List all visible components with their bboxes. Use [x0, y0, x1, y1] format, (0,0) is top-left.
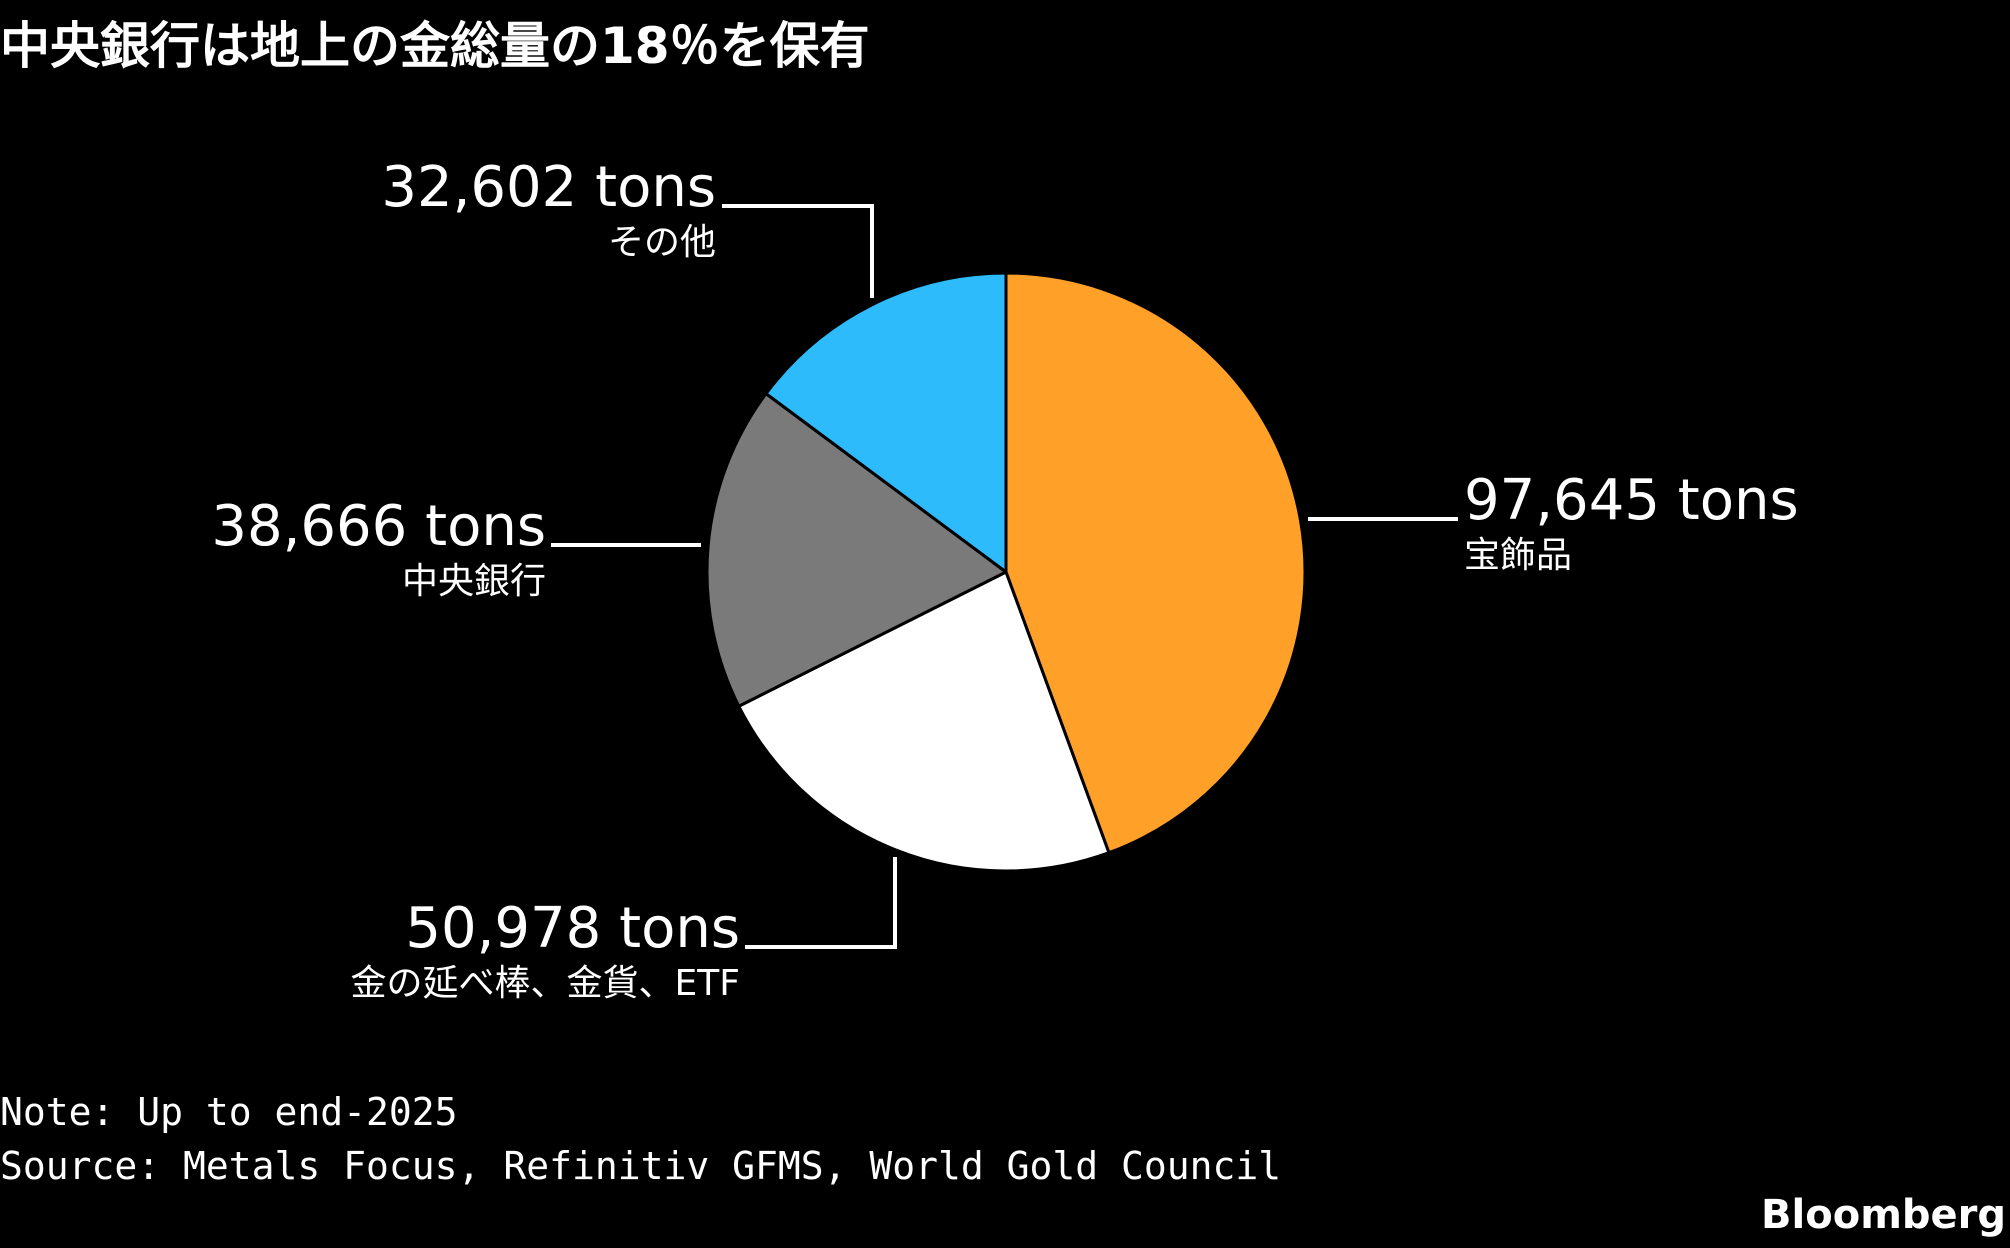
pie-slice-central-banks — [705, 392, 1008, 708]
leader-line-other — [722, 204, 874, 298]
chart-title: 中央銀行は地上の金総量の18％を保有 — [0, 17, 870, 75]
category-label-jewelry: 宝飾品 — [1464, 535, 1572, 576]
value-label-central-banks: 38,666 tons — [211, 494, 546, 559]
category-label-other: その他 — [608, 222, 716, 263]
pie-slice-bars-coins-etf — [737, 570, 1111, 873]
note-text: Note: Up to end-2025 — [0, 1090, 458, 1134]
category-label-central-banks: 中央銀行 — [402, 561, 546, 602]
category-label-bars-coins-etf: 金の延べ棒、金貨、ETF — [351, 963, 740, 1004]
pie-slices — [705, 271, 1307, 873]
pie-slice-other — [764, 271, 1008, 574]
source-text: Source: Metals Focus, Refinitiv GFMS, Wo… — [0, 1144, 1282, 1188]
value-label-bars-coins-etf: 50,978 tons — [405, 896, 740, 961]
pie-slice-jewelry — [1004, 271, 1307, 855]
bloomberg-logo: Bloomberg — [1761, 1192, 2006, 1238]
value-label-jewelry: 97,645 tons — [1464, 468, 1799, 533]
leader-line-bars-coins-etf — [745, 857, 897, 949]
value-label-other: 32,602 tons — [381, 155, 716, 220]
